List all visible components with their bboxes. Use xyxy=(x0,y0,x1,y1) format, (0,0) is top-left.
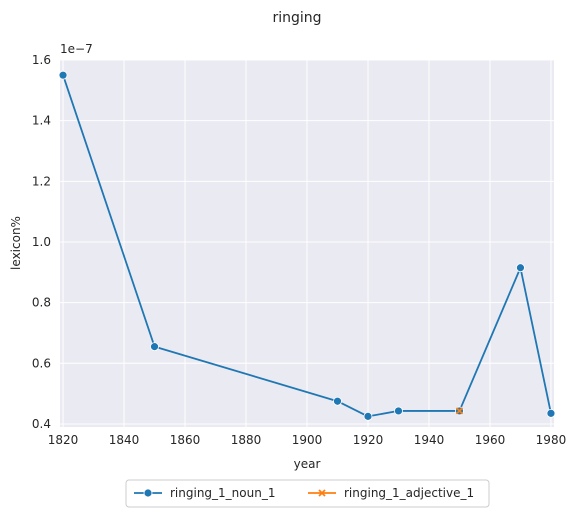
x-tick-label: 1840 xyxy=(109,433,140,447)
y-offset-label: 1e−7 xyxy=(60,42,93,56)
x-tick-label: 1940 xyxy=(414,433,445,447)
data-point xyxy=(455,407,464,415)
legend-entry: ringing_1_noun_1 xyxy=(134,486,275,500)
series-layer xyxy=(58,70,556,421)
y-tick-label: 0.8 xyxy=(32,296,51,310)
x-tick-label: 1960 xyxy=(475,433,506,447)
legend-label: ringing_1_adjective_1 xyxy=(344,486,474,500)
y-tick-labels: 0.4 0.6 0.8 1.0 1.2 1.4 1.6 xyxy=(32,53,51,431)
data-point xyxy=(516,263,525,273)
x-tick-label: 1920 xyxy=(353,433,384,447)
legend: ringing_1_noun_1 ringing_1_adjective_1 xyxy=(125,479,490,508)
chart-title: ringing xyxy=(272,10,321,26)
x-axis-label: year xyxy=(294,457,321,471)
data-point xyxy=(150,342,159,352)
legend-entry: ringing_1_adjective_1 xyxy=(308,486,474,500)
legend-box xyxy=(125,479,490,508)
y-tick-label: 1.6 xyxy=(32,53,51,67)
x-tick-label: 1980 xyxy=(536,433,567,447)
y-tick-label: 1.4 xyxy=(32,114,51,128)
x-tick-label: 1880 xyxy=(231,433,262,447)
data-point xyxy=(58,70,68,80)
series-line-ringing_1_noun_1 xyxy=(62,74,552,418)
x-tick-label: 1860 xyxy=(170,433,201,447)
legend-label: ringing_1_noun_1 xyxy=(170,486,275,500)
y-tick-label: 0.4 xyxy=(32,417,51,431)
grid xyxy=(60,59,554,427)
data-point xyxy=(363,411,373,421)
data-point xyxy=(333,396,342,406)
data-point xyxy=(546,408,556,418)
y-tick-label: 1.0 xyxy=(32,235,51,249)
x-tick-label: 1900 xyxy=(292,433,323,447)
y-axis-label: lexicon% xyxy=(9,216,23,270)
y-tick-label: 1.2 xyxy=(32,174,51,188)
data-point xyxy=(394,406,403,416)
x-tick-label: 1820 xyxy=(48,433,79,447)
x-tick-labels: 1820 1840 1860 1880 1900 1920 1940 1960 1980 xyxy=(48,433,566,447)
y-tick-label: 0.6 xyxy=(32,356,51,370)
